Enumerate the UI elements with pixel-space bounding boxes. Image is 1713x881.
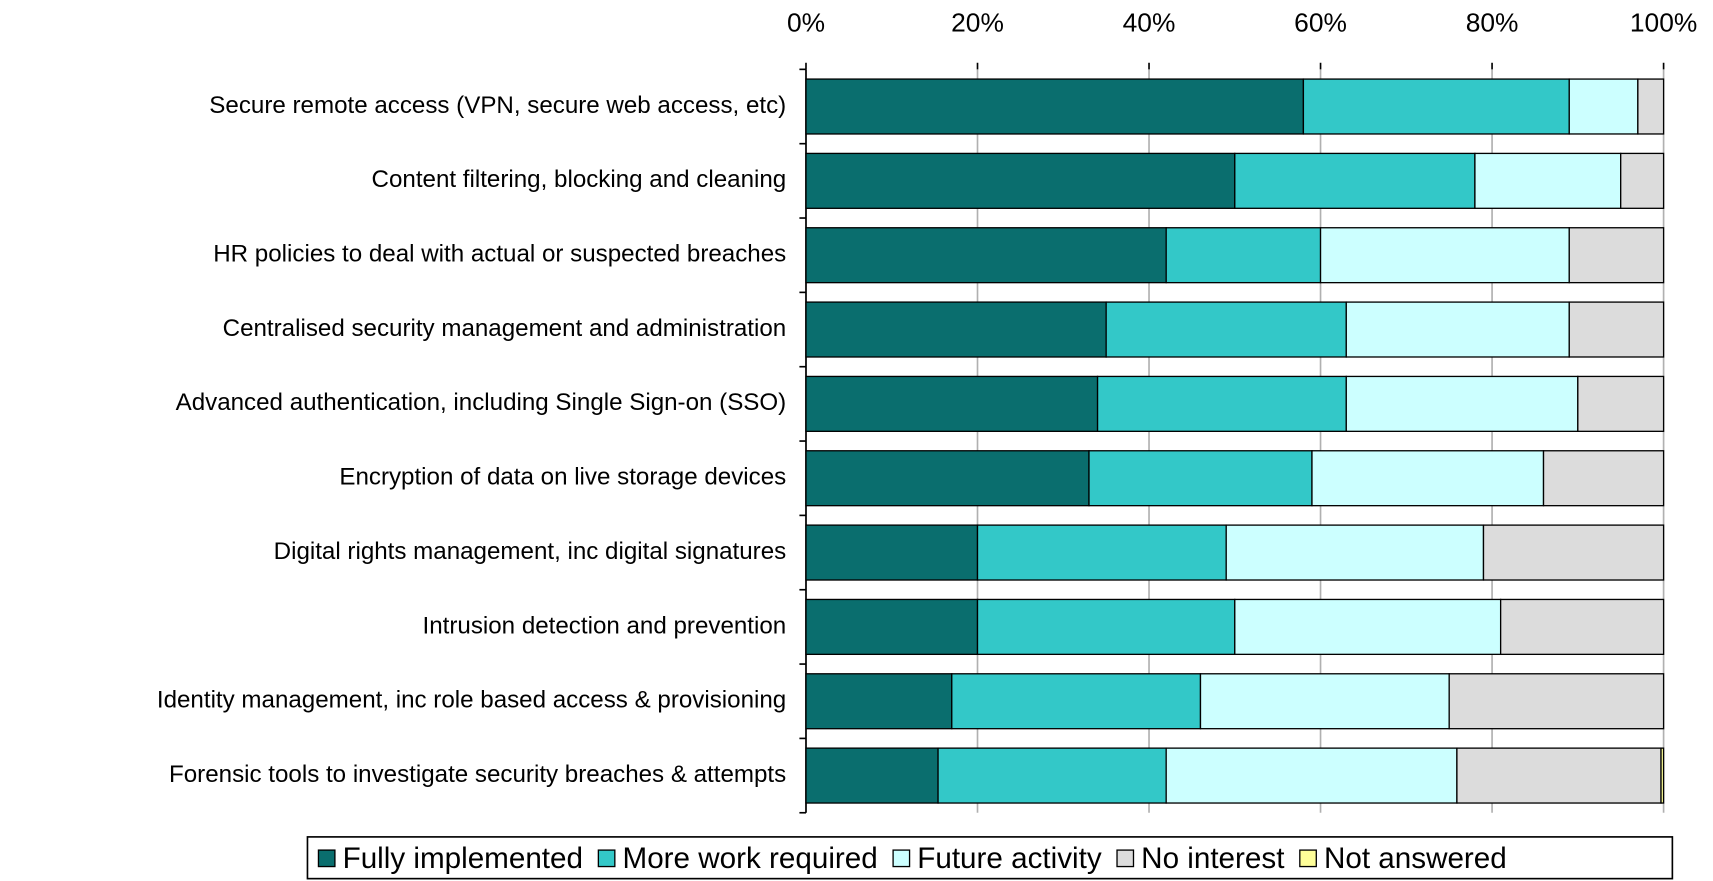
legend-swatch xyxy=(892,849,911,868)
bar-segment xyxy=(1637,78,1665,135)
category-label: Identity management, inc role based acce… xyxy=(157,687,786,714)
category-label: Centralised security management and admi… xyxy=(223,315,787,342)
bar-segment xyxy=(1620,152,1665,209)
legend-label: No interest xyxy=(1141,842,1285,875)
bar-segment xyxy=(976,524,1227,581)
legend-label: Fully implemented xyxy=(343,842,583,875)
bar-segment xyxy=(937,747,1167,804)
bar-segment xyxy=(1482,524,1665,581)
x-tick-label: 100% xyxy=(1630,7,1697,37)
x-tick-label: 60% xyxy=(1294,7,1347,37)
bar-segment xyxy=(805,598,979,656)
bar-segment xyxy=(1345,301,1570,358)
bar-segment xyxy=(1302,78,1570,135)
x-tick-label: 80% xyxy=(1466,7,1519,37)
category-label: Forensic tools to investigate security b… xyxy=(169,761,786,788)
bar-segment xyxy=(1165,227,1322,284)
x-tick-label: 40% xyxy=(1123,7,1176,37)
bar-segment xyxy=(1542,450,1665,507)
bar-segment xyxy=(1234,152,1476,209)
bar-segment xyxy=(805,747,939,804)
legend-label: Future activity xyxy=(917,842,1102,875)
x-tick-label: 20% xyxy=(951,7,1004,37)
bar-segment xyxy=(1088,450,1313,507)
category-label: Digital rights management, inc digital s… xyxy=(274,538,787,565)
bar-segment xyxy=(1225,524,1485,581)
category-label: HR policies to deal with actual or suspe… xyxy=(213,241,786,268)
bar-segment xyxy=(1345,375,1579,432)
bar-segment xyxy=(951,673,1202,730)
bar-segment xyxy=(805,375,1099,432)
bar-segment xyxy=(1105,301,1347,358)
legend-label: Not answered xyxy=(1324,842,1507,875)
bar-segment xyxy=(1199,673,1450,730)
legend-swatch xyxy=(597,849,616,868)
category-label: Intrusion detection and prevention xyxy=(423,612,787,639)
bar-segment xyxy=(1474,152,1622,209)
legend-label: More work required xyxy=(623,842,878,875)
legend-swatch xyxy=(1116,849,1135,868)
bar-segment xyxy=(805,450,1090,507)
bar-segment xyxy=(805,673,953,730)
bar-segment xyxy=(1448,673,1665,730)
bar-segment xyxy=(805,301,1107,358)
category-label: Encryption of data on live storage devic… xyxy=(339,464,786,491)
x-tick-label: 0% xyxy=(787,7,825,37)
bar-segment xyxy=(805,78,1305,135)
category-label: Content filtering, blocking and cleaning xyxy=(372,166,787,193)
bar-segment xyxy=(1234,598,1502,656)
bar-segment xyxy=(976,598,1236,656)
bar-segment xyxy=(1577,375,1665,432)
legend: Fully implemented More work required Futur… xyxy=(306,836,1674,880)
bar-segment xyxy=(805,152,1236,209)
bar-segment xyxy=(1165,747,1458,804)
category-label: Advanced authentication, including Singl… xyxy=(176,389,787,416)
legend-frame xyxy=(306,836,1674,880)
bar-segment xyxy=(1568,227,1665,284)
bar-segment xyxy=(805,524,979,581)
bar-segment xyxy=(1660,747,1665,804)
legend-swatch xyxy=(317,849,336,868)
legend-swatch xyxy=(1299,849,1317,868)
category-label: Secure remote access (VPN, secure web ac… xyxy=(209,92,786,119)
bar-segment xyxy=(1568,78,1639,135)
bar-segment xyxy=(1319,227,1570,284)
bar-segment xyxy=(805,227,1167,284)
bar-segment xyxy=(1096,375,1347,432)
bar-segment xyxy=(1568,301,1665,358)
bar-segment xyxy=(1499,598,1665,656)
bar-segment xyxy=(1311,450,1545,507)
bar-segment xyxy=(1456,747,1662,804)
